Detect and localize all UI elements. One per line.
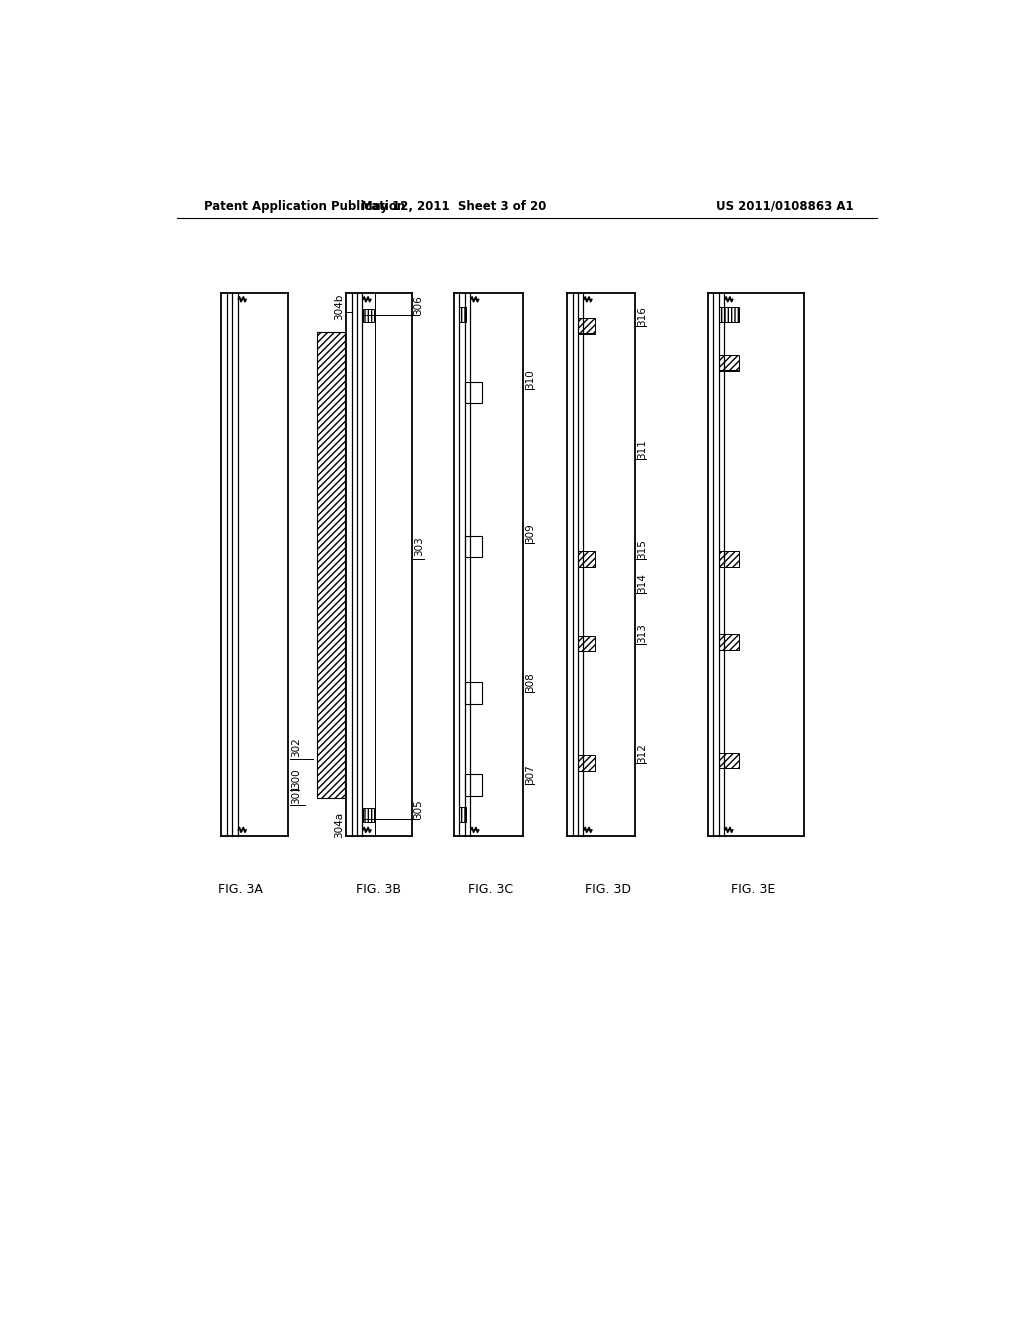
Text: 301: 301 — [291, 784, 301, 804]
Text: Patent Application Publication: Patent Application Publication — [204, 199, 404, 213]
Bar — [719, 308, 739, 322]
Bar — [465, 381, 481, 404]
Bar — [578, 636, 595, 651]
Text: 307: 307 — [525, 764, 536, 784]
Bar — [460, 308, 466, 322]
Bar — [719, 635, 739, 649]
Text: FIG. 3A: FIG. 3A — [218, 883, 263, 896]
Text: 310: 310 — [525, 370, 536, 389]
Text: 304b: 304b — [335, 294, 345, 321]
Bar — [465, 775, 481, 796]
Text: 313: 313 — [637, 623, 647, 643]
Text: 303: 303 — [414, 536, 424, 556]
Text: 315: 315 — [637, 539, 647, 558]
Bar — [460, 807, 466, 822]
Bar — [578, 755, 595, 771]
Text: US 2011/0108863 A1: US 2011/0108863 A1 — [716, 199, 853, 213]
Text: 308: 308 — [525, 672, 536, 692]
Bar — [719, 552, 739, 566]
Text: FIG. 3D: FIG. 3D — [585, 883, 631, 896]
Bar — [578, 318, 595, 333]
Text: May 12, 2011  Sheet 3 of 20: May 12, 2011 Sheet 3 of 20 — [361, 199, 547, 213]
Text: FIG. 3C: FIG. 3C — [468, 883, 513, 896]
Bar — [578, 552, 595, 566]
Text: 312: 312 — [637, 743, 647, 763]
Text: 304a: 304a — [335, 812, 345, 837]
Bar — [465, 682, 481, 704]
Bar — [719, 355, 739, 370]
Text: 314: 314 — [637, 573, 647, 594]
Text: FIG. 3E: FIG. 3E — [730, 883, 775, 896]
Text: 300: 300 — [291, 768, 301, 788]
Bar — [364, 808, 374, 822]
Text: FIG. 3B: FIG. 3B — [356, 883, 401, 896]
Bar — [316, 331, 345, 797]
Bar — [364, 309, 374, 322]
Text: 311: 311 — [637, 438, 647, 458]
Text: 316: 316 — [637, 306, 647, 326]
Bar — [465, 536, 481, 557]
Text: 302: 302 — [291, 738, 301, 758]
Text: 309: 309 — [525, 524, 536, 544]
Bar — [719, 752, 739, 768]
Text: 305: 305 — [413, 799, 423, 818]
Text: 306: 306 — [413, 294, 423, 314]
